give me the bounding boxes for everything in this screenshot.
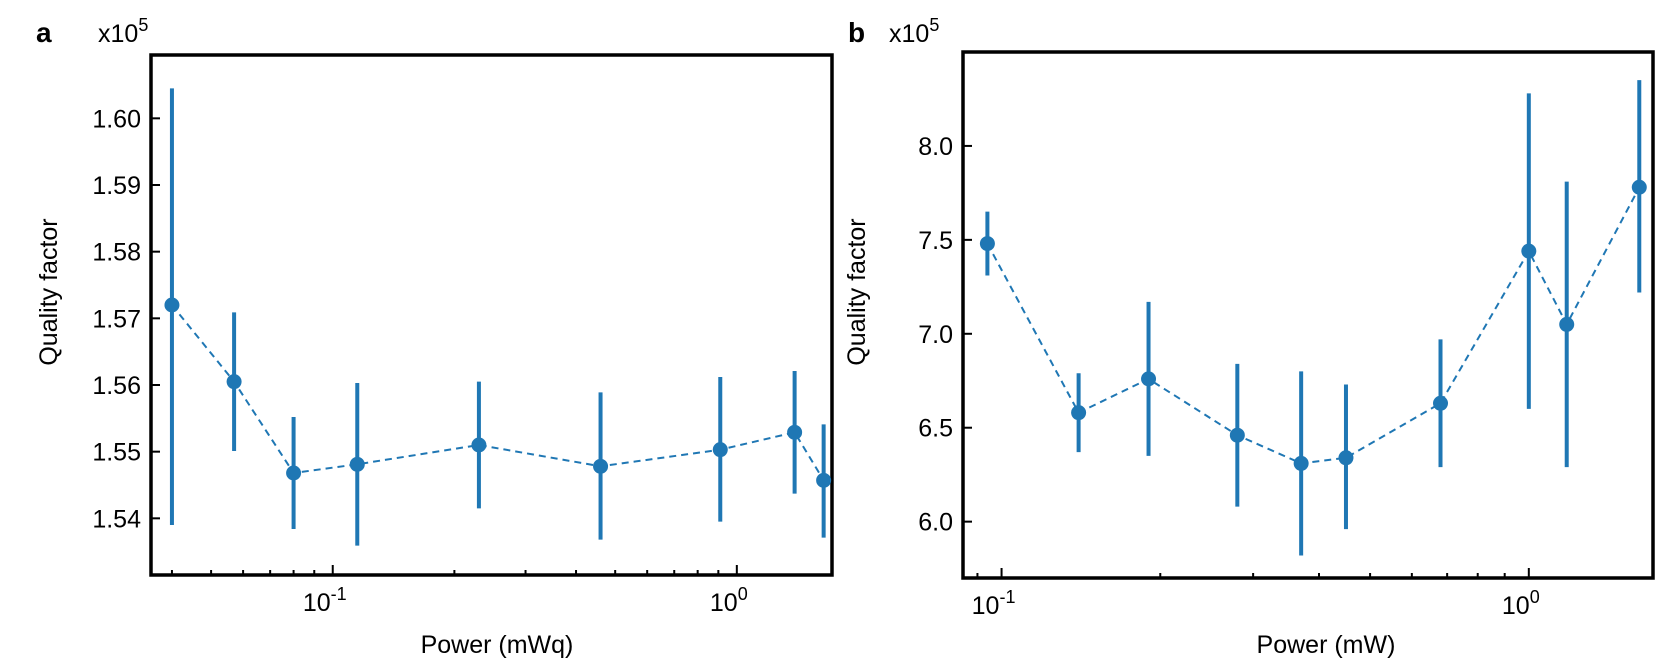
panel-label-b: b [848, 17, 865, 48]
data-point-a [226, 374, 242, 390]
data-point-b [1338, 450, 1354, 466]
data-point-b [1141, 371, 1157, 387]
data-point-a [816, 472, 832, 488]
y-tick-label-b: 7.5 [918, 227, 953, 255]
y-tick-label-b: 6.5 [918, 415, 953, 443]
x-tick-label-b: 10-1 [972, 587, 1016, 620]
x-axis-label-b: Power (mW) [1257, 631, 1396, 659]
y-tick-label-b: 6.0 [918, 509, 953, 537]
panel-b: b x105 Quality factor Power (mW) 6.0 6.5 7… [843, 15, 1655, 659]
data-point-b [1293, 455, 1309, 471]
y-axis-label-a: Quality factor [35, 218, 63, 365]
y-tick-label-a: 1.56 [92, 372, 141, 400]
y-tick-label-a: 1.60 [92, 105, 141, 133]
y-tick-label-a: 1.55 [92, 439, 141, 467]
scale-label-a: x105 [98, 15, 148, 48]
scale-label-b: x105 [889, 15, 939, 48]
data-point-b [1631, 179, 1647, 195]
data-point-a [787, 424, 803, 440]
data-point-a [349, 456, 365, 472]
plot-area-a: 1.54 1.55 1.56 1.57 1.58 1.59 1.60 10-1 100 [92, 53, 834, 617]
x-axis-label-a: Power (mWq) [421, 631, 574, 659]
data-point-a [164, 297, 180, 313]
data-point-a [471, 437, 487, 453]
y-tick-label-b: 8.0 [918, 133, 953, 161]
y-tick-label-a: 1.59 [92, 172, 141, 200]
series-line-a [171, 304, 825, 481]
data-point-b [1071, 405, 1087, 421]
plot-frame-a [149, 53, 834, 577]
x-tick-label-a: 100 [710, 584, 748, 617]
panel-label-a: a [36, 17, 52, 48]
x-tick-label-a: 10-1 [303, 584, 347, 617]
data-point-b [1433, 395, 1449, 411]
data-point-a [593, 458, 609, 474]
plot-frame-b [961, 50, 1655, 580]
plot-area-b: 6.0 6.5 7.0 7.5 8.0 10-1 100 [918, 50, 1655, 620]
y-tick-label-a: 1.54 [92, 505, 141, 533]
data-point-a [286, 465, 302, 481]
data-point-a [712, 442, 728, 458]
data-point-b [1559, 316, 1575, 332]
data-point-b [979, 236, 995, 252]
y-tick-label-a: 1.57 [92, 305, 141, 333]
series-line-b [986, 186, 1641, 465]
data-point-b [1229, 427, 1245, 443]
y-tick-label-a: 1.58 [92, 239, 141, 267]
y-axis-label-b: Quality factor [843, 218, 871, 365]
panel-a: a x105 Quality factor Power (mWq) 1.541.… [35, 15, 834, 659]
y-tick-label-b: 7.0 [918, 321, 953, 349]
x-tick-label-b: 100 [1502, 587, 1540, 620]
data-point-b [1521, 243, 1537, 259]
